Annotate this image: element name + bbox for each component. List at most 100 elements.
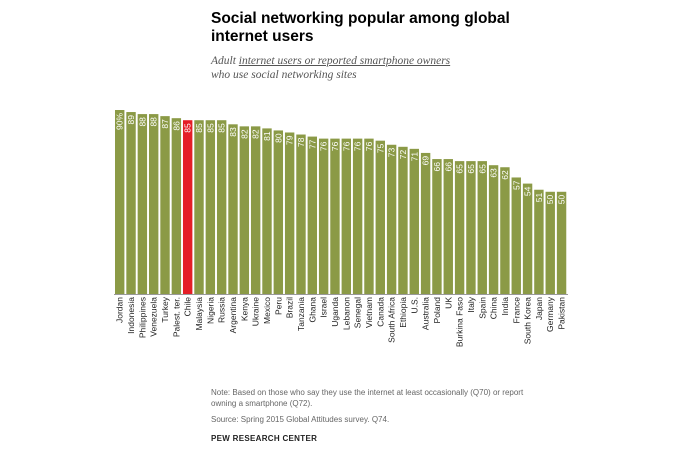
category-label: Chile [183, 297, 193, 317]
category-label: Israel [319, 297, 329, 318]
category-label: Malaysia [194, 297, 204, 331]
category-label: Poland [432, 297, 442, 324]
bar-china [488, 165, 499, 294]
category-label: Ukraine [251, 297, 261, 327]
bar-peru [273, 130, 284, 294]
bar-israel [318, 138, 329, 294]
category-label: Venezuela [149, 297, 159, 337]
value-label: 85 [194, 123, 204, 133]
bar-burkina-faso [454, 161, 465, 294]
value-label: 76 [353, 141, 363, 151]
value-label: 71 [409, 152, 419, 162]
bar-indonesia [126, 112, 136, 294]
category-label: South Africa [387, 297, 397, 343]
bar-tanzania [296, 134, 306, 294]
category-label: Jordan [115, 297, 125, 323]
category-label: Italy [466, 296, 476, 312]
category-label: Brazil [285, 297, 295, 318]
subtitle-underlined-term: internet users or reported smartphone ow… [238, 55, 451, 67]
bar-argentina [228, 124, 238, 294]
value-label: 50 [557, 195, 567, 205]
bar-u-s [409, 148, 419, 294]
bar-uganda [330, 138, 340, 294]
bar-pakistan [556, 191, 567, 294]
note-text: Note: Based on those who say they use th… [211, 388, 524, 408]
category-label: Canada [375, 297, 385, 327]
category-label: Ethiopia [398, 297, 408, 328]
category-label: Germany [545, 296, 555, 332]
bar-ghana [307, 136, 318, 294]
bar-kenya [239, 126, 250, 294]
bar-turkey [160, 116, 170, 294]
bar-india [500, 167, 510, 294]
value-label: 89 [126, 115, 136, 125]
value-label: 87 [160, 119, 170, 129]
value-label: 66 [432, 162, 442, 172]
category-label: South Korea [523, 297, 533, 345]
bar-senegal [352, 138, 363, 294]
category-label: China [489, 297, 499, 319]
category-label: India [500, 297, 510, 316]
bar-south-africa [386, 144, 397, 294]
value-label: 65 [477, 164, 487, 174]
source-text: Source: Spring 2015 Global Attitudes sur… [211, 415, 390, 424]
category-label: Mexico [262, 297, 272, 324]
bar-ethiopia [398, 146, 408, 294]
value-label: 85 [205, 123, 215, 133]
category-label: Burkina Faso [455, 297, 465, 347]
value-label: 72 [398, 150, 408, 160]
value-label: 65 [455, 164, 465, 174]
value-label: 65 [466, 164, 476, 174]
category-label: Palest. ter. [171, 297, 181, 337]
bar-brazil [284, 132, 295, 294]
bar-mexico [262, 128, 272, 294]
category-label: Australia [421, 297, 431, 330]
value-label: 54 [523, 186, 533, 196]
bar-russia [216, 120, 227, 294]
value-label: 76 [341, 141, 351, 151]
value-label: 85 [217, 123, 227, 133]
category-label: Japan [534, 297, 544, 320]
bar-australia [420, 152, 431, 294]
bar-canada [375, 140, 385, 294]
category-label: Turkey [160, 296, 170, 322]
value-label: 62 [500, 170, 510, 180]
bar-philippines [137, 114, 148, 294]
category-label: Uganda [330, 297, 340, 327]
bar-nigeria [205, 120, 216, 294]
value-label: 75 [375, 143, 385, 153]
value-label: 76 [364, 141, 374, 151]
value-label: 83 [228, 127, 238, 137]
bar-lebanon [341, 138, 351, 294]
category-label: Nigeria [205, 297, 215, 324]
category-label: Indonesia [126, 297, 136, 334]
category-label: Senegal [353, 297, 363, 328]
bar-malaysia [194, 120, 204, 294]
subtitle-prefix: Adult [211, 55, 239, 67]
category-label: Tanzania [296, 297, 306, 331]
value-label: 57 [511, 180, 521, 190]
brand-label: PEW RESEARCH CENTER [211, 434, 318, 443]
value-label: 82 [251, 129, 261, 139]
value-label: 69 [421, 156, 431, 166]
category-label: Peru [273, 297, 283, 315]
bar-spain [477, 161, 487, 294]
value-label: 86 [171, 121, 181, 131]
category-label: UK [443, 297, 453, 309]
value-label: 82 [239, 129, 249, 139]
value-label: 85 [183, 123, 193, 133]
bar-chile [182, 120, 193, 294]
value-label: 77 [307, 139, 317, 149]
value-label: 76 [330, 141, 340, 151]
category-label: Ghana [307, 297, 317, 323]
value-label: 78 [296, 137, 306, 147]
chart-notes: Note: Based on those who say they use th… [211, 387, 531, 430]
chart-subtitle: Adult internet users or reported smartph… [211, 54, 541, 82]
category-label: Kenya [239, 297, 249, 321]
bar-ukraine [250, 126, 261, 294]
bar-poland [432, 159, 442, 294]
bar-south-korea [522, 183, 533, 294]
category-label: Argentina [228, 297, 238, 334]
category-label: Philippines [137, 297, 147, 338]
